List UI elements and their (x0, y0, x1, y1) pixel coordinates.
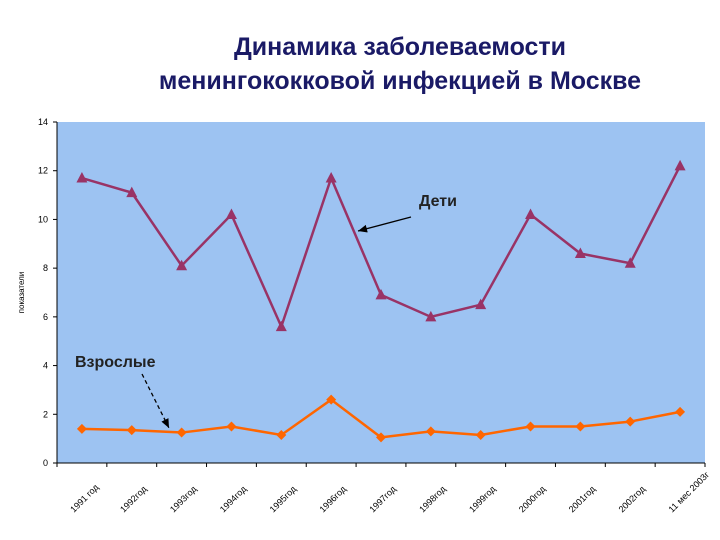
y-tick-label: 6 (43, 312, 48, 322)
chart-title-line-1: Динамика заболеваемости (233, 33, 567, 61)
x-tick-label: 1995год (268, 483, 299, 514)
data-point-diamond (76, 423, 87, 434)
x-tick-label: 1998год (417, 483, 448, 514)
data-point-triangle (525, 208, 537, 220)
data-point-triangle (375, 288, 387, 300)
x-tick-label: 1992год (118, 483, 149, 514)
data-point-triangle (325, 172, 337, 183)
data-point-diamond (475, 429, 486, 440)
data-point-triangle (176, 259, 188, 271)
data-point-triangle (674, 159, 686, 171)
y-tick-label: 10 (38, 214, 48, 224)
data-point-triangle (624, 257, 636, 268)
data-point-diamond (326, 394, 337, 405)
data-point-triangle (76, 172, 88, 183)
x-tick-label: 1991 год (68, 482, 101, 515)
series-children (76, 159, 686, 332)
y-tick-label: 8 (43, 263, 48, 273)
y-tick-label: 2 (43, 409, 48, 419)
data-point-triangle (225, 208, 237, 220)
x-tick-label: 1994год (218, 483, 249, 514)
data-point-diamond (525, 421, 536, 432)
y-tick-label: 0 (43, 458, 48, 468)
data-point-diamond (625, 416, 636, 427)
x-tick-label: 1993год (168, 483, 199, 514)
data-point-triangle (574, 247, 586, 259)
data-point-diamond (575, 421, 586, 432)
x-tick-label: 2000год (517, 483, 548, 514)
series-layer (76, 159, 686, 443)
y-axis-label: показатели (17, 272, 26, 314)
data-point-triangle (425, 310, 437, 322)
data-point-diamond (425, 426, 436, 437)
data-point-triangle (126, 186, 138, 198)
series-adults (76, 394, 686, 443)
chart-title: Динамика заболеваемости менингококковой … (0, 30, 720, 98)
data-point-diamond (176, 427, 187, 438)
chart-title-line-2: менингококковой инфекцией в Москве (158, 67, 642, 95)
annotation-children-arrow (357, 216, 412, 233)
x-tick-label: 1996год (317, 483, 348, 514)
data-point-triangle (275, 320, 287, 332)
data-point-diamond (226, 421, 237, 432)
x-tick-label: 2002год (617, 483, 648, 514)
annotation-adults-arrow (141, 373, 170, 429)
annotation-adults-label: Взрослые (75, 354, 156, 371)
annotations-layer: Дети Взрослые (75, 193, 457, 429)
y-tick-label: 12 (38, 166, 48, 176)
x-tick-label: 11 мес 2003г (666, 469, 711, 514)
data-point-diamond (675, 406, 686, 417)
x-tick-label: 1997год (367, 483, 398, 514)
y-tick-label: 4 (43, 361, 48, 371)
data-point-triangle (475, 298, 487, 310)
y-tick-label: 14 (38, 117, 48, 127)
x-tick-label: 2001год (567, 483, 598, 514)
data-point-diamond (276, 429, 287, 440)
x-tick-label: 1999год (467, 483, 498, 514)
data-point-diamond (126, 425, 137, 436)
data-point-diamond (376, 432, 386, 443)
annotation-children-label: Дети (419, 193, 457, 210)
